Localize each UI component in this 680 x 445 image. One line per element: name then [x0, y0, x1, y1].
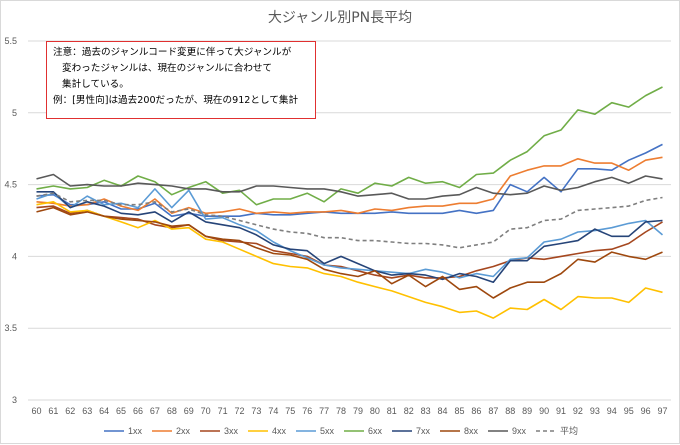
- x-tick-label-84: 84: [438, 406, 448, 416]
- x-tick-label-67: 67: [150, 406, 160, 416]
- note-line-1: 注意：過去のジャンルコード変更に伴って大ジャンルが: [53, 47, 292, 58]
- x-tick-label-95: 95: [624, 406, 634, 416]
- x-tick-label-70: 70: [201, 406, 211, 416]
- note-line-4: 例：[男性向]は過去200だったが、現在の912として集計: [53, 95, 299, 106]
- y-tick-label-3: 4.5: [4, 180, 17, 190]
- x-tick-label-75: 75: [285, 406, 295, 416]
- x-tick-label-81: 81: [387, 406, 397, 416]
- x-tick-label-96: 96: [641, 406, 651, 416]
- y-tick-label-5: 5.5: [4, 36, 17, 46]
- x-tick-label-74: 74: [268, 406, 278, 416]
- x-tick-label-90: 90: [539, 406, 549, 416]
- chart-title: 大ジャンル別PN長平均: [267, 10, 413, 26]
- legend-label-平均: 平均: [560, 425, 578, 436]
- y-tick-label-2: 4: [12, 251, 17, 261]
- series-line-平均: [36, 192, 663, 249]
- legend-label-6xx: 6xx: [368, 426, 383, 436]
- series-line-9xx: [36, 173, 663, 200]
- x-tick-label-72: 72: [235, 406, 245, 416]
- x-tick-label-80: 80: [370, 406, 380, 416]
- legend-label-8xx: 8xx: [464, 426, 479, 436]
- legend-label-4xx: 4xx: [272, 426, 287, 436]
- x-tick-label-61: 61: [48, 406, 58, 416]
- x-tick-label-89: 89: [522, 406, 532, 416]
- series-line-4xx: [36, 201, 663, 319]
- x-tick-label-91: 91: [556, 406, 566, 416]
- x-tick-label-82: 82: [404, 406, 414, 416]
- legend-label-9xx: 9xx: [512, 426, 527, 436]
- legend-label-5xx: 5xx: [320, 426, 335, 436]
- note-box: 注意：過去のジャンルコード変更に伴って大ジャンルが 変わったジャンルは、現在のジ…: [46, 41, 316, 119]
- x-tick-label-62: 62: [65, 406, 75, 416]
- x-tick-label-79: 79: [353, 406, 363, 416]
- legend-label-7xx: 7xx: [416, 426, 431, 436]
- x-tick-label-73: 73: [251, 406, 261, 416]
- series-line-2xx: [36, 156, 663, 215]
- legend-label-3xx: 3xx: [224, 426, 239, 436]
- x-tick-label-76: 76: [302, 406, 312, 416]
- x-tick-label-71: 71: [218, 406, 228, 416]
- note-line-3: 集計している。: [62, 79, 129, 90]
- x-tick-label-77: 77: [319, 406, 329, 416]
- y-tick-label-1: 3.5: [4, 323, 17, 333]
- series-line-8xx: [36, 206, 663, 299]
- x-tick-label-85: 85: [454, 406, 464, 416]
- x-tick-label-86: 86: [471, 406, 481, 416]
- x-tick-label-66: 66: [133, 406, 143, 416]
- legend-label-2xx: 2xx: [176, 426, 191, 436]
- x-tick-label-65: 65: [116, 406, 126, 416]
- legend-label-1xx: 1xx: [128, 426, 143, 436]
- series-line-6xx: [36, 86, 663, 206]
- x-tick-label-83: 83: [421, 406, 431, 416]
- x-tick-label-93: 93: [590, 406, 600, 416]
- x-tick-label-78: 78: [336, 406, 346, 416]
- series-line-5xx: [36, 188, 664, 279]
- x-tick-label-87: 87: [488, 406, 498, 416]
- series-line-7xx: [36, 191, 663, 284]
- y-tick-label-4: 5: [12, 108, 17, 118]
- x-tick-label-60: 60: [31, 406, 41, 416]
- x-tick-label-63: 63: [82, 406, 92, 416]
- x-tick-label-88: 88: [505, 406, 515, 416]
- note-line-2: 変わったジャンルは、現在のジャンルに合わせて: [62, 63, 273, 74]
- x-tick-label-97: 97: [658, 406, 668, 416]
- x-tick-label-69: 69: [184, 406, 194, 416]
- x-tick-label-64: 64: [99, 406, 109, 416]
- x-tick-label-68: 68: [167, 406, 177, 416]
- x-tick-label-92: 92: [573, 406, 583, 416]
- y-tick-label-0: 3: [12, 395, 17, 405]
- x-tick-label-94: 94: [607, 406, 617, 416]
